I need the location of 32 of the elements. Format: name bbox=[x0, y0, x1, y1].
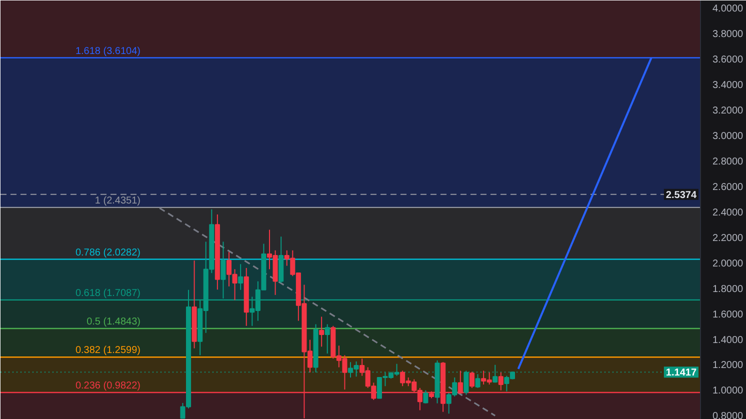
y-tick-label: 1.6000 bbox=[712, 309, 744, 320]
y-tick-label: 2.4000 bbox=[712, 207, 744, 218]
ref-line-label: 0.618 (1.7087) bbox=[75, 288, 141, 299]
y-tick-label: 2.2000 bbox=[712, 232, 744, 244]
ref-line-label: 0.236 (0.9822) bbox=[75, 380, 141, 392]
y-tick-label: 0.8000 bbox=[712, 411, 744, 419]
y-tick-label: 3.0000 bbox=[712, 130, 744, 142]
y-tick-label: 3.4000 bbox=[712, 80, 744, 92]
ref-line-label: 0.382 (1.2599) bbox=[75, 345, 141, 356]
ref-line-label: 1.618 (3.6104) bbox=[75, 46, 141, 57]
y-tick-label: 2.0000 bbox=[712, 258, 744, 270]
y-tick-label: 1.2000 bbox=[712, 360, 744, 372]
ref-line-label: 2.5374 bbox=[666, 190, 697, 201]
candlestick bbox=[423, 390, 428, 404]
candlestick bbox=[475, 374, 480, 388]
ref-line-label: 0.5 (1.4843) bbox=[86, 316, 141, 328]
y-tick-label: 2.6000 bbox=[712, 182, 744, 193]
y-tick-label: 3.2000 bbox=[712, 106, 744, 117]
y-tick-label: 1.4000 bbox=[712, 334, 744, 346]
ref-line-label: 1.1417 bbox=[666, 368, 697, 379]
ref-line-label: 0.786 (2.0282) bbox=[75, 247, 141, 258]
candlestick bbox=[319, 316, 324, 348]
y-tick-label: 1.0000 bbox=[712, 386, 744, 397]
y-tick-label: 3.8000 bbox=[712, 29, 744, 40]
y-tick-label: 3.6000 bbox=[712, 54, 744, 66]
y-tick-label: 2.8000 bbox=[712, 156, 744, 168]
candlestick bbox=[469, 371, 475, 388]
candlestick bbox=[324, 324, 330, 354]
y-tick-label: 1.8000 bbox=[712, 284, 744, 295]
candlestick bbox=[238, 264, 244, 290]
ref-line-label: 1 (2.4351) bbox=[94, 195, 141, 206]
y-tick-label: 4.0000 bbox=[712, 4, 744, 15]
